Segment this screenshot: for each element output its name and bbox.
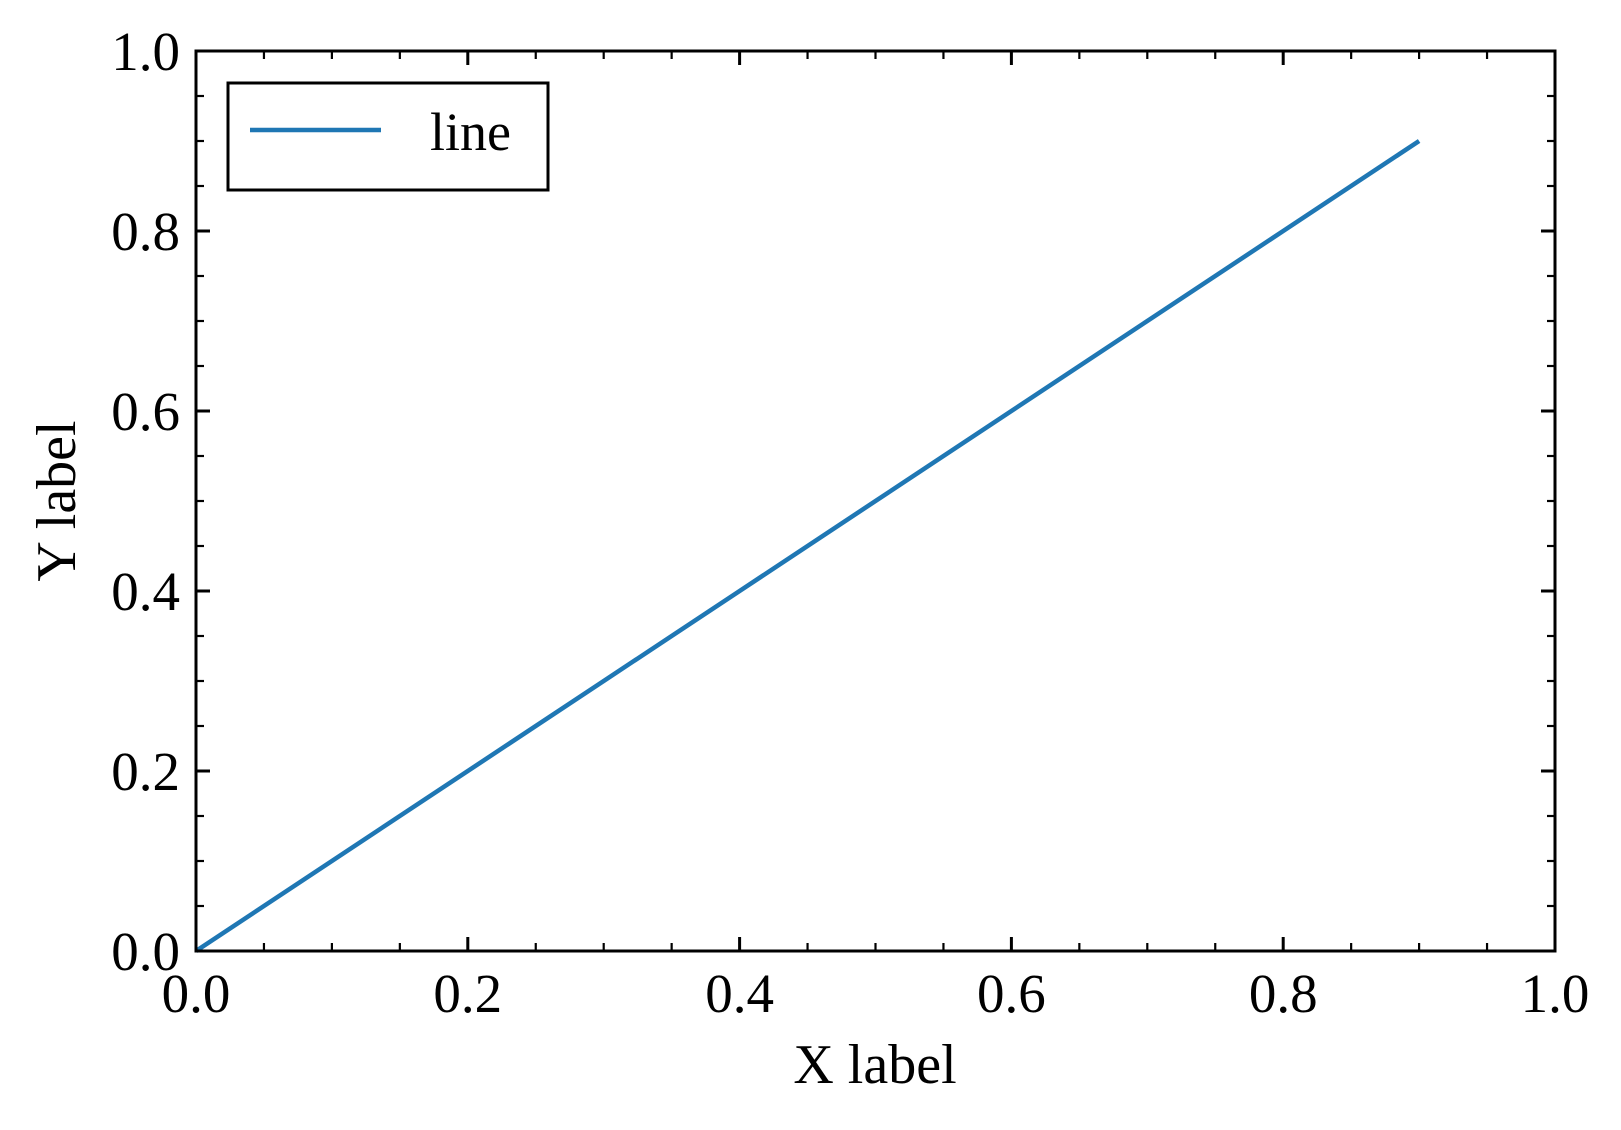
y-tick-label: 0.8 — [111, 201, 180, 262]
tick-labels: 0.0 0.2 0.4 0.6 0.8 1.0 0.0 0.2 0.4 0.6 0.8 1.0 — [111, 21, 1589, 1024]
y-tick-label: 0.0 — [111, 921, 180, 982]
x-tick-label: 0.4 — [705, 963, 774, 1024]
legend: line — [226, 81, 550, 192]
x-axis-label: X label — [793, 1034, 956, 1096]
x-tick-label: 0.0 — [162, 963, 231, 1024]
x-tick-label: 0.2 — [433, 963, 502, 1024]
data-series — [194, 139, 1421, 953]
y-tick-label: 1.0 — [111, 21, 180, 82]
axes-frame — [194, 49, 1557, 953]
y-tick-label: 0.4 — [111, 561, 180, 622]
series-line — [194, 139, 1421, 953]
y-axis-label: Y label — [26, 420, 88, 581]
x-tick-label: 1.0 — [1521, 963, 1590, 1024]
y-tick-label: 0.6 — [111, 381, 180, 442]
legend-box — [226, 81, 550, 192]
x-tick-label: 0.6 — [977, 963, 1046, 1024]
x-tick-label: 0.8 — [1249, 963, 1318, 1024]
y-tick-label: 0.2 — [111, 741, 180, 802]
legend-label: line — [430, 102, 511, 162]
